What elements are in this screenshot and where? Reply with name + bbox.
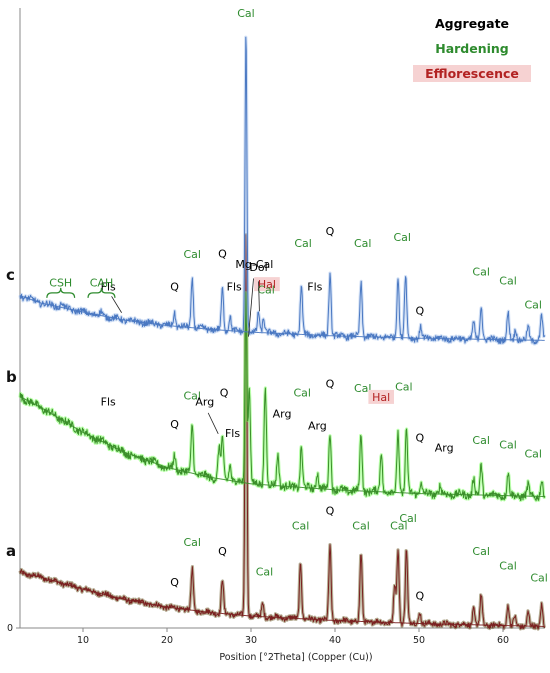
series-a-glow: [18, 233, 547, 631]
peak-label-q: Q: [416, 431, 425, 444]
label-leader-line: [248, 278, 254, 337]
peak-label-q: Q: [170, 576, 179, 589]
series-c-glow: [18, 35, 547, 346]
x-axis: 10 20 30 40 50 60 0: [7, 623, 509, 646]
legend-entry-hardening: Hardening: [435, 41, 509, 56]
peak-label-fls: Fls: [307, 280, 322, 293]
legend-entry-efflorescence: Efflorescence: [425, 66, 519, 81]
label-leader-line: [258, 281, 260, 312]
peak-label-fls: Fls: [227, 280, 242, 293]
peak-label-dol: Dol: [249, 261, 267, 274]
peak-label-cal: Cal: [256, 566, 273, 579]
x-tick-label: 40: [329, 635, 341, 646]
peak-label-cal: Cal: [257, 283, 274, 296]
series-b-line: [19, 292, 546, 502]
series-layer: [18, 35, 547, 631]
peak-label-q: Q: [416, 590, 425, 603]
peak-label-q: Q: [220, 386, 229, 399]
peak-label-cal: Cal: [530, 572, 547, 585]
peak-label-cal: Cal: [183, 536, 200, 549]
peak-label-mg-cal: Mg-Cal: [235, 258, 273, 271]
label-leader-line: [111, 296, 122, 313]
plot-frame: [19, 8, 545, 629]
peak-label-q: Q: [326, 225, 335, 238]
series-c-baseline: [19, 295, 545, 341]
peak-label-cal: Cal: [352, 519, 369, 532]
peak-label-cal: Cal: [472, 434, 489, 447]
peak-label-q: Q: [170, 418, 179, 431]
peak-label-arg: Arg: [195, 395, 214, 408]
peak-label-fls: Fls: [101, 280, 116, 293]
legend-highlight: [413, 65, 531, 82]
series-a-line: [19, 234, 546, 630]
peak-label-q: Q: [416, 304, 425, 317]
series-c: [18, 35, 547, 346]
peak-label-hal: Hal: [372, 391, 390, 404]
peak-label-cal: Cal: [293, 386, 310, 399]
y-tick-label: 0: [7, 623, 13, 634]
peak-label-cal: Cal: [294, 237, 311, 250]
x-tick-label: 50: [413, 635, 425, 646]
peak-label-hal: Hal: [258, 278, 276, 291]
peak-label-cal: Cal: [499, 439, 516, 452]
peak-label-q: Q: [218, 247, 227, 260]
peak-label-fls: Fls: [101, 395, 116, 408]
peak-label-cal: Cal: [354, 382, 371, 395]
x-tick-label: 30: [245, 635, 257, 646]
series-letter-c: c: [6, 266, 15, 284]
legend: Aggregate Hardening Efflorescence: [413, 16, 531, 82]
peak-label-cal: Cal: [472, 265, 489, 278]
peak-label-cal: Cal: [395, 380, 412, 393]
peak-label-arg: Arg: [435, 442, 454, 455]
halite-label-highlight: [368, 389, 394, 404]
x-tick-label: 20: [161, 635, 173, 646]
peak-label-cal: Cal: [183, 248, 200, 261]
peak-label-cal: Cal: [472, 545, 489, 558]
x-tick-label: 60: [497, 635, 509, 646]
peak-label-cal: Cal: [390, 519, 407, 532]
bracket-label-cah: CAH: [90, 277, 113, 290]
peak-label-cal: Cal: [292, 519, 309, 532]
series-letter-a: a: [6, 542, 16, 560]
peak-label-cal: Cal: [354, 237, 371, 250]
peak-label-arg: Arg: [273, 407, 292, 420]
peak-label-cal: Cal: [499, 274, 516, 287]
peak-label-fls: Fls: [225, 427, 240, 440]
series-c-line: [19, 36, 546, 345]
series-b: [18, 291, 547, 503]
bracket-label-csh: CSH: [49, 277, 72, 290]
series-b-glow: [18, 291, 547, 503]
series-letter-b: b: [6, 368, 17, 386]
x-axis-label: Position [°2Theta] (Copper (Cu)): [219, 652, 372, 663]
series-a: [18, 233, 547, 631]
peak-label-cal: Cal: [237, 7, 254, 20]
peak-label-q: Q: [218, 545, 227, 558]
peak-label-cal: Cal: [399, 512, 416, 525]
peak-label-arg: Arg: [308, 419, 327, 432]
peak-label-cal: Cal: [499, 560, 516, 573]
x-tick-label: 10: [77, 635, 89, 646]
peak-label-cal: Cal: [524, 448, 541, 461]
legend-entry-aggregate: Aggregate: [435, 16, 509, 31]
peak-label-q: Q: [326, 504, 335, 517]
peak-label-q: Q: [326, 377, 335, 390]
peak-label-cal: Cal: [524, 298, 541, 311]
halite-label-highlight: [254, 277, 280, 292]
peak-label-cal: Cal: [393, 231, 410, 244]
series-a-baseline: [19, 572, 545, 627]
label-leader-line: [207, 412, 219, 434]
peak-label-q: Q: [170, 280, 179, 293]
peak-label-cal: Cal: [183, 389, 200, 402]
series-b-baseline: [19, 395, 545, 497]
